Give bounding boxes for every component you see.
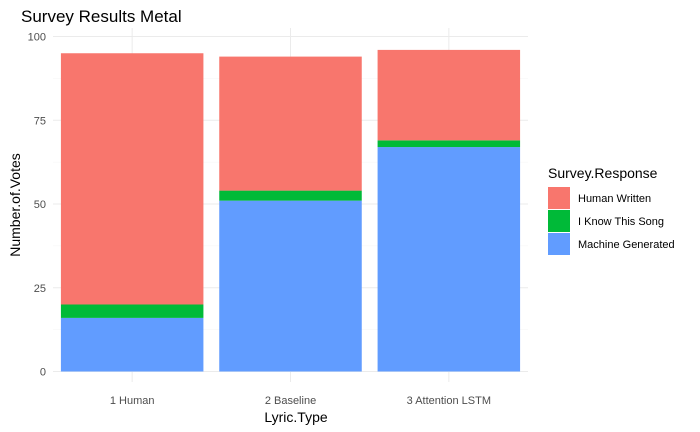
bar-segment-human-written — [219, 56, 362, 191]
bar-segment-machine-generated — [60, 317, 204, 372]
bar-segment-human-written — [377, 49, 521, 141]
legend-key — [548, 210, 570, 232]
legend-label: I Know This Song — [578, 216, 664, 228]
y-tick-label: 50 — [34, 199, 46, 211]
legend-title: Survey.Response — [548, 165, 658, 181]
y-tick-label: 100 — [28, 32, 46, 44]
y-tick-label: 75 — [34, 115, 46, 127]
x-tick-label: 3 Attention LSTM — [407, 395, 491, 407]
legend-key — [548, 187, 570, 209]
bar-segment-i-know-this-song — [219, 190, 362, 201]
bars — [60, 49, 521, 372]
y-axis-label: Number.of.Votes — [7, 153, 23, 257]
x-tick-label: 1 Human — [110, 395, 155, 407]
bar-segment-i-know-this-song — [60, 304, 204, 318]
x-axis-ticks: 1 Human 2 Baseline 3 Attention LSTM — [110, 395, 491, 407]
x-tick-label: 2 Baseline — [265, 395, 316, 407]
y-tick-label: 25 — [34, 283, 46, 295]
bar-segment-machine-generated — [377, 147, 521, 372]
bar-segment-human-written — [60, 53, 204, 305]
x-axis-label: Lyric.Type — [264, 409, 327, 425]
legend-label: Human Written — [578, 193, 651, 205]
bar-segment-machine-generated — [219, 200, 362, 372]
legend: Survey.Response Human Written I Know This… — [548, 165, 675, 255]
chart-title: Survey Results Metal — [21, 7, 182, 26]
legend-key — [548, 233, 570, 255]
legend-label: Machine Generated — [578, 239, 675, 251]
y-tick-label: 0 — [40, 367, 46, 379]
y-axis-ticks: 0 25 50 75 100 — [28, 32, 46, 379]
bar-segment-i-know-this-song — [377, 140, 521, 148]
